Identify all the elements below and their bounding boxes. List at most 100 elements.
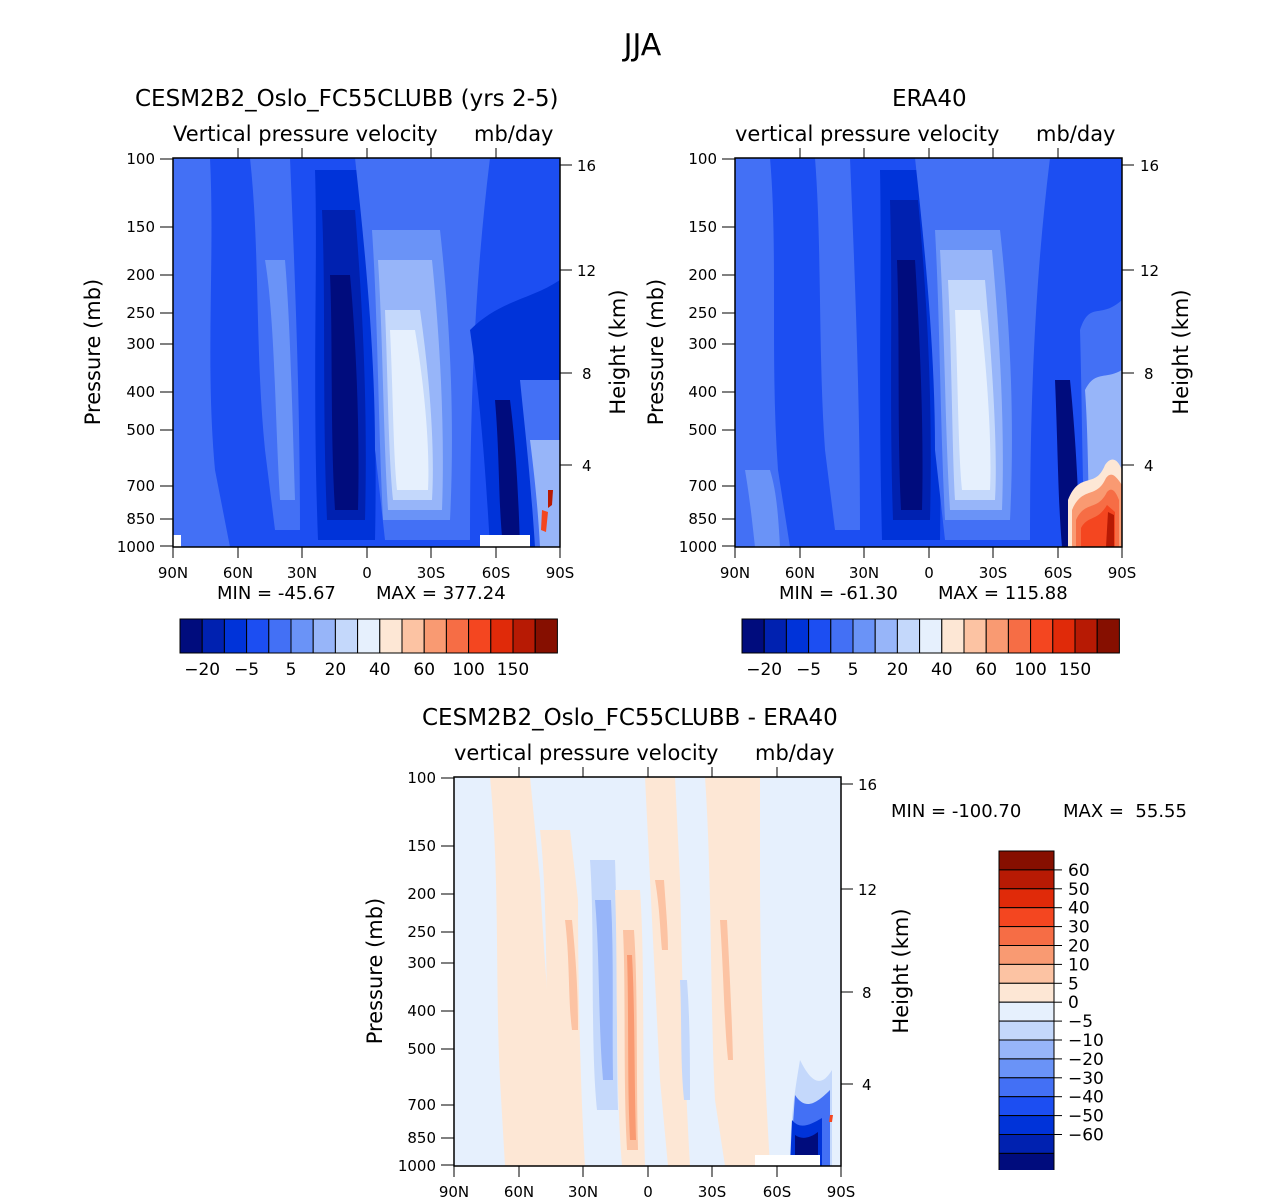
panel3-colorbar-box-8 bbox=[998, 1001, 1055, 1022]
panel3-ytick-300: 300 bbox=[407, 954, 436, 972]
panel2-contours bbox=[735, 158, 1122, 547]
panel2-ytick-850: 850 bbox=[688, 510, 717, 528]
panel1-ytick-250: 250 bbox=[126, 304, 155, 322]
panel1-colorbar-label-1: −5 bbox=[234, 660, 259, 680]
panel1-max: MAX = 377.24 bbox=[376, 583, 506, 604]
panel3-colorbar-label-1: 50 bbox=[1068, 880, 1090, 900]
panel3-y2tick-4: 4 bbox=[862, 1076, 872, 1094]
panel2-xtick-30N: 30N bbox=[849, 564, 879, 582]
panel2-colorbar-box-16 bbox=[1096, 618, 1120, 654]
panel1-ylabel: Pressure (mb) bbox=[81, 279, 105, 426]
panel3-colorbar-box-3 bbox=[998, 907, 1055, 928]
panel1-xtick-30S: 30S bbox=[417, 564, 446, 582]
panel1-colorbar-label-7: 150 bbox=[497, 660, 529, 680]
panel3-colorbar-box-7 bbox=[998, 982, 1055, 1003]
panel3-colorbar-box-0 bbox=[998, 850, 1055, 871]
panel1-min: MIN = -45.67 bbox=[217, 583, 336, 604]
panel2-min: MIN = -61.30 bbox=[779, 583, 898, 604]
panel3-units: mb/day bbox=[755, 741, 835, 765]
panel1-contours bbox=[173, 158, 560, 547]
panel3-colorbar-box-15 bbox=[998, 1134, 1055, 1154]
panel3-ytick-200: 200 bbox=[407, 885, 436, 903]
panel3-colorbar-label-4: 20 bbox=[1068, 937, 1090, 957]
panel3-colorbar-box-13 bbox=[998, 1096, 1055, 1117]
panel3-colorbar-label-8: −5 bbox=[1068, 1012, 1093, 1032]
panel2-y2tick-8: 8 bbox=[1144, 365, 1154, 383]
panel3-y2-ticks: 16 12 8 4 bbox=[841, 776, 877, 1094]
panel3-colorbar-label-5: 10 bbox=[1068, 955, 1090, 975]
panel2-y2tick-12: 12 bbox=[1140, 262, 1159, 280]
panel3-colorbar-box-10 bbox=[998, 1039, 1055, 1060]
panel3-colorbar-label-6: 5 bbox=[1068, 974, 1079, 994]
panel2-xtick-0: 0 bbox=[924, 564, 934, 582]
panel3-colorbar-box-11 bbox=[998, 1058, 1055, 1079]
panel1-y2tick-8: 8 bbox=[582, 365, 592, 383]
panel2-xtick-90S: 90S bbox=[1108, 564, 1137, 582]
panel1-colorbar-label-5: 60 bbox=[413, 660, 435, 680]
panel3-y2tick-12: 12 bbox=[858, 881, 877, 899]
panel3-colorbar-label-11: −30 bbox=[1068, 1069, 1104, 1089]
panel2-xtick-60N: 60N bbox=[785, 564, 815, 582]
panel1-xtick-30N: 30N bbox=[287, 564, 317, 582]
panel1-ytick-100: 100 bbox=[126, 150, 155, 168]
panel1-y2tick-12: 12 bbox=[577, 262, 596, 280]
panel3-colorbar-box-12 bbox=[998, 1077, 1055, 1098]
panel1-y2tick-16: 16 bbox=[577, 157, 596, 175]
panel3-ytick-500: 500 bbox=[407, 1040, 436, 1058]
panel3-variable: vertical pressure velocity bbox=[454, 741, 719, 765]
panel2-y-ticks: 100 150 200 250 300 400 500 700 850 1000 bbox=[679, 150, 735, 556]
panel1-ytick-300: 300 bbox=[126, 335, 155, 353]
panel3-colorbar-box-9 bbox=[998, 1020, 1055, 1041]
panel3-ytick-1000: 1000 bbox=[398, 1157, 436, 1175]
panel3-colorbar-box-1 bbox=[998, 869, 1055, 890]
panel3-min: MIN = -100.70 bbox=[891, 801, 1022, 822]
panel3-ytick-400: 400 bbox=[407, 1002, 436, 1020]
panel1-colorbar-box-16 bbox=[534, 618, 558, 654]
panel2-y2tick-16: 16 bbox=[1140, 157, 1159, 175]
panel3-top-ticks bbox=[518, 767, 778, 777]
panel3-max: MAX = 55.55 bbox=[1063, 801, 1187, 822]
panel1-y2label: Height (km) bbox=[606, 289, 630, 414]
panel2-colorbar-label-3: 20 bbox=[887, 660, 909, 680]
panel3-y2tick-16: 16 bbox=[858, 776, 877, 794]
panel1-y2tick-4: 4 bbox=[582, 457, 592, 475]
panel2-xtick-90N: 90N bbox=[720, 564, 750, 582]
panel3-colorbar-label-3: 30 bbox=[1068, 918, 1090, 938]
panel1-xtick-90S: 90S bbox=[546, 564, 575, 582]
panel1-ytick-200: 200 bbox=[126, 266, 155, 284]
panel3-xtick-60N: 60N bbox=[504, 1183, 534, 1201]
panel3-xtick-0: 0 bbox=[643, 1183, 653, 1201]
panel2-units: mb/day bbox=[1036, 122, 1116, 146]
panel3-ytick-850: 850 bbox=[407, 1129, 436, 1147]
panel2-colorbar-label-5: 60 bbox=[975, 660, 997, 680]
panel1-ytick-150: 150 bbox=[126, 218, 155, 236]
panel1-top-ticks bbox=[237, 148, 497, 158]
panel3-colorbar-label-7: 0 bbox=[1068, 993, 1079, 1013]
panel2-ytick-1000: 1000 bbox=[679, 538, 717, 556]
panel3-colorbar-box-6 bbox=[998, 963, 1055, 984]
panel2-y2tick-4: 4 bbox=[1144, 457, 1154, 475]
panel1-ytick-500: 500 bbox=[126, 421, 155, 439]
panel3-colorbar-label-14: −60 bbox=[1068, 1126, 1104, 1146]
panel1-y2-ticks: 16 12 8 4 bbox=[560, 157, 596, 475]
panel3-colorbar-label-10: −20 bbox=[1068, 1050, 1104, 1070]
panel2-ytick-400: 400 bbox=[688, 383, 717, 401]
panel3-colorbar-box-2 bbox=[998, 888, 1055, 909]
panel2-x-ticks: 90N 60N 30N 0 30S 60S 90S bbox=[720, 547, 1136, 582]
panel1-colorbar-label-2: 5 bbox=[286, 660, 297, 680]
panel2-ytick-500: 500 bbox=[688, 421, 717, 439]
panel1-colorbar-label-3: 20 bbox=[325, 660, 347, 680]
panel2-ytick-150: 150 bbox=[688, 218, 717, 236]
panel1-colorbar-label-4: 40 bbox=[369, 660, 391, 680]
panel3-title: CESM2B2_Oslo_FC55CLUBB - ERA40 bbox=[422, 705, 838, 731]
panel3-ytick-250: 250 bbox=[407, 923, 436, 941]
panel2-xtick-60S: 60S bbox=[1044, 564, 1073, 582]
panel3-ylabel: Pressure (mb) bbox=[363, 898, 387, 1045]
panel2-colorbar-label-7: 150 bbox=[1059, 660, 1091, 680]
panel1-ytick-700: 700 bbox=[126, 477, 155, 495]
panel3-y2tick-8: 8 bbox=[862, 984, 872, 1002]
panel1-colorbar-label-0: −20 bbox=[184, 660, 220, 680]
